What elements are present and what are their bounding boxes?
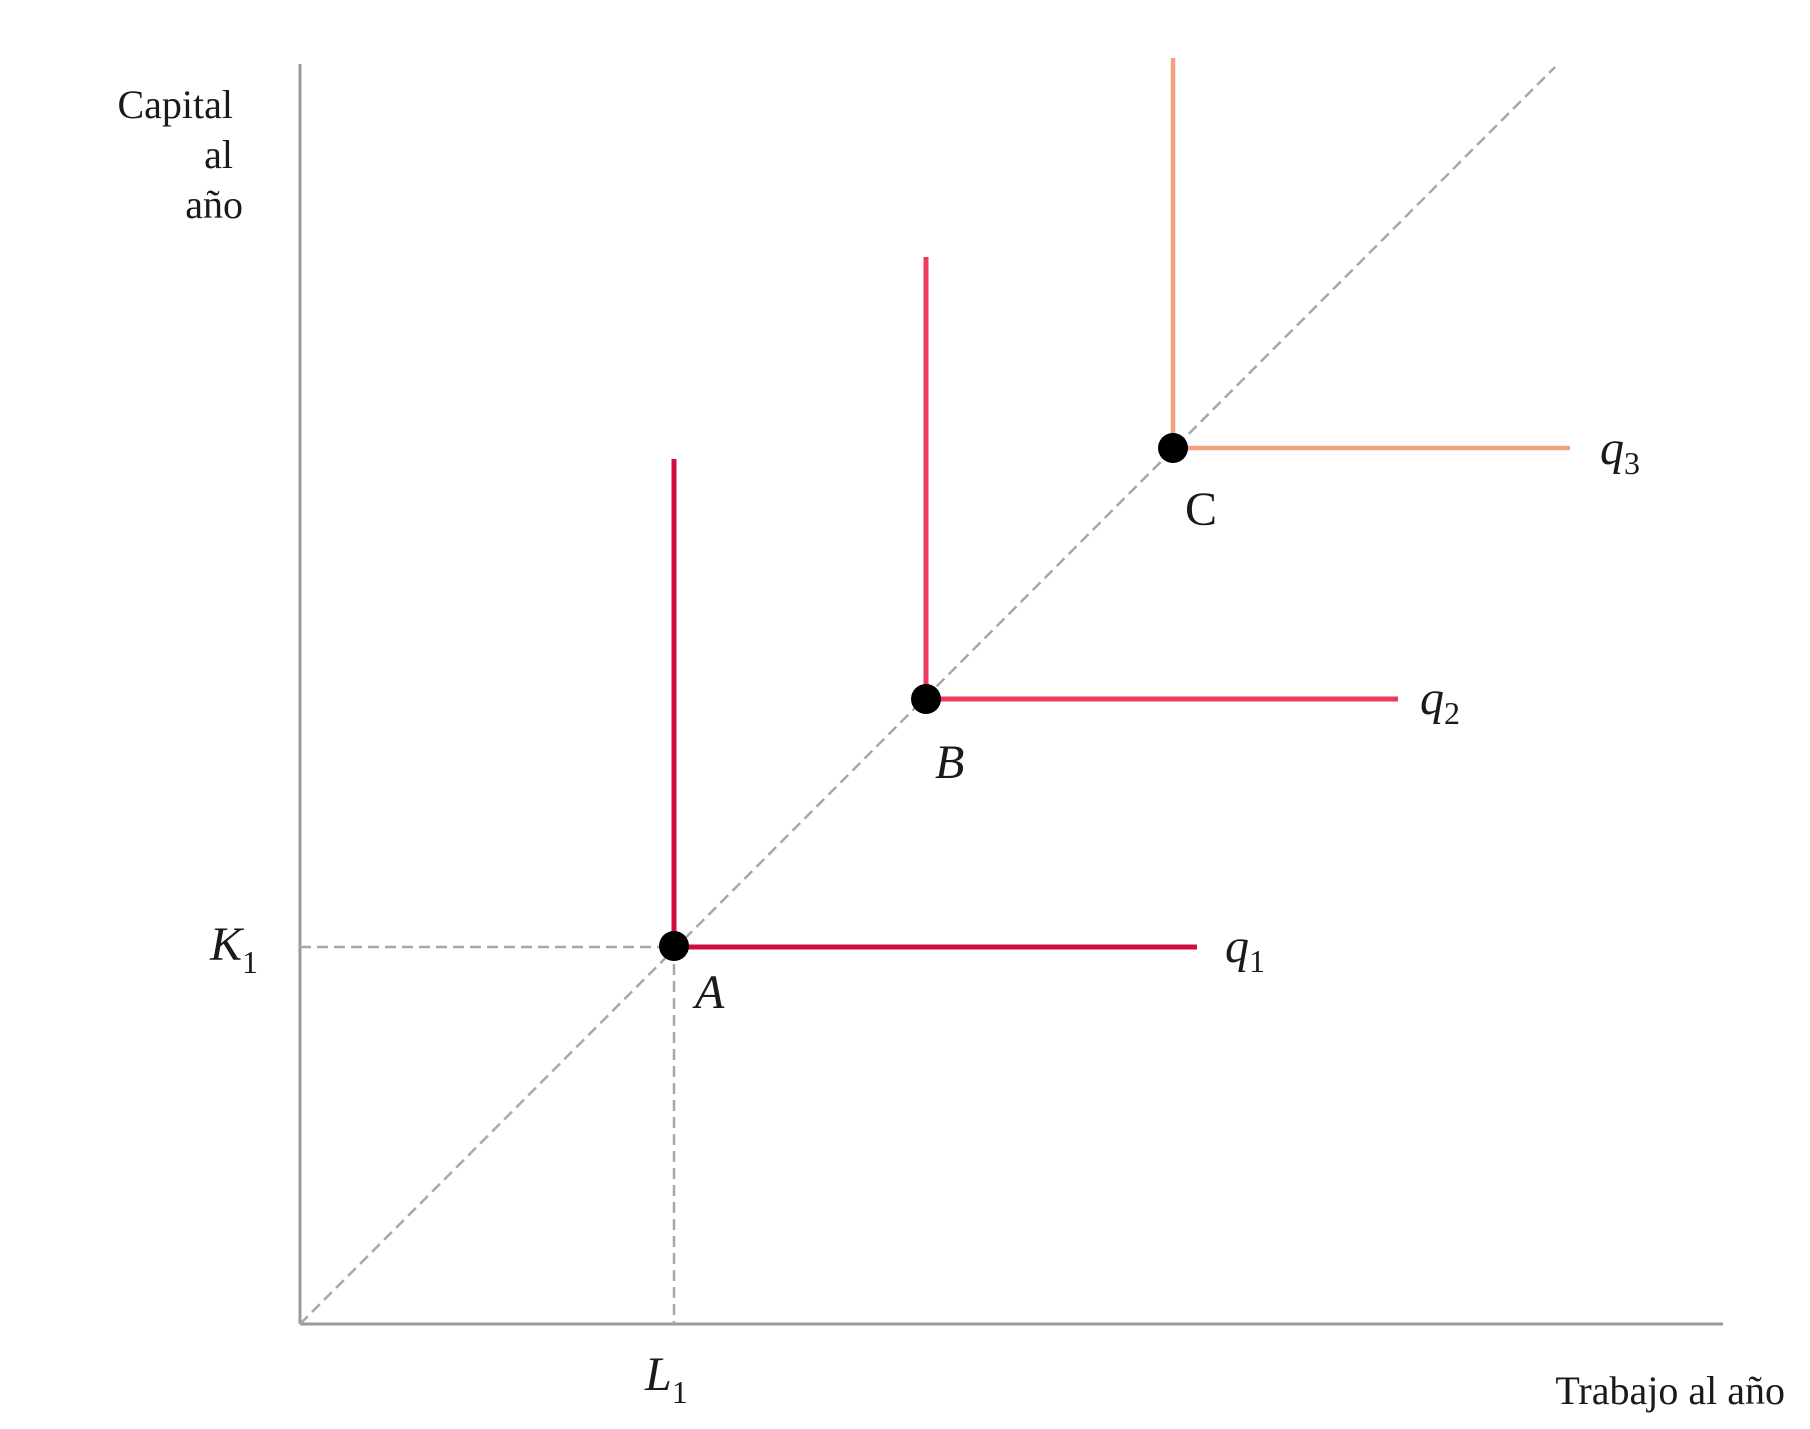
- q1-label: q1: [1225, 920, 1265, 979]
- point-c-label: C: [1185, 483, 1217, 536]
- y-axis-label-line-3: año: [185, 182, 243, 227]
- q2-label: q2: [1420, 672, 1460, 731]
- q3-label-sub: 3: [1624, 445, 1640, 481]
- k1-label-main: K: [209, 918, 245, 971]
- q1-label-sub: 1: [1249, 943, 1265, 979]
- isoquant-q2: [923, 257, 1398, 702]
- q2-label-main: q: [1420, 672, 1444, 725]
- l1-label: L1: [644, 1348, 688, 1410]
- point-b: [911, 684, 941, 714]
- l1-label-sub: 1: [672, 1374, 688, 1410]
- isoquant-q1: [671, 459, 1197, 950]
- q3-label: q3: [1600, 422, 1640, 481]
- isoquant-q3: [1170, 58, 1570, 451]
- point-c: [1158, 433, 1188, 463]
- l1-label-main: L: [644, 1348, 672, 1401]
- k1-label: K1: [209, 918, 258, 980]
- y-axis-label-line-2: al: [204, 132, 233, 177]
- point-b-label: B: [935, 736, 964, 789]
- q2-label-sub: 2: [1444, 695, 1460, 731]
- y-axis-label: Capital al año: [117, 82, 243, 227]
- q1-label-main: q: [1225, 920, 1249, 973]
- point-a-label: A: [692, 966, 725, 1019]
- y-axis-label-line-1: Capital: [117, 82, 233, 127]
- point-a: [659, 931, 689, 961]
- x-axis-label: Trabajo al año: [1555, 1368, 1785, 1413]
- q3-label-main: q: [1600, 422, 1624, 475]
- k1-label-sub: 1: [242, 944, 258, 980]
